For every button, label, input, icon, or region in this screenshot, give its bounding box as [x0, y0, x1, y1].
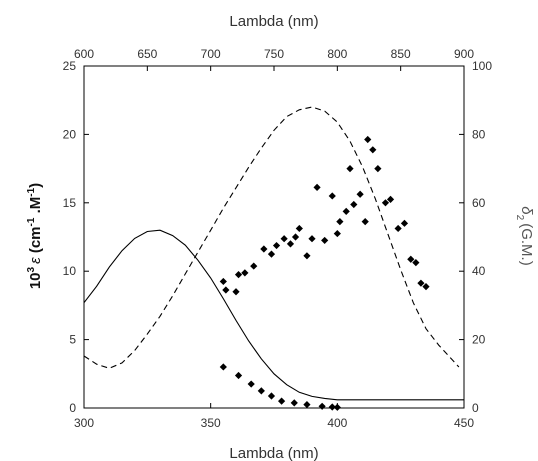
diamond-point — [219, 363, 227, 371]
diamond-point — [250, 262, 258, 270]
diamond-point — [333, 229, 341, 238]
right-axis-ticks: 0 20 40 60 80 100 — [459, 59, 492, 415]
left-axis-title-sup-1: -1 — [26, 217, 37, 226]
diamond-point — [303, 400, 311, 409]
diamond-point — [342, 207, 350, 215]
diamond-point — [232, 288, 240, 296]
diamond-point — [361, 218, 369, 226]
bottom-axis-ticks: 300 350 400 450 — [74, 403, 474, 430]
diamond-point — [364, 135, 372, 144]
right-axis-title-unit: (G.M.) — [518, 223, 535, 266]
right-axis-title-sub: 2 — [514, 215, 525, 221]
top-tick-label: 800 — [327, 47, 347, 61]
diamond-point — [336, 218, 344, 226]
diamond-point — [257, 387, 265, 395]
diamond-point — [346, 165, 354, 173]
right-tick-label: 20 — [472, 333, 486, 347]
plot-frame — [83, 65, 465, 409]
right-tick-label: 40 — [472, 264, 486, 278]
diamond-point — [247, 380, 255, 388]
diamond-point — [280, 235, 288, 243]
diamond-point — [278, 397, 286, 405]
diamond-point — [303, 252, 311, 260]
bottom-tick-label: 400 — [327, 416, 347, 430]
left-axis-title-unit-close: ) — [27, 183, 44, 188]
left-axis-title-unit-open: (cm — [27, 226, 44, 257]
top-tick-label: 900 — [454, 47, 474, 61]
diamond-point — [400, 219, 409, 227]
diamond-point — [386, 195, 395, 203]
left-tick-label: 15 — [63, 196, 77, 210]
diamond-point — [328, 403, 336, 411]
top-tick-label: 750 — [264, 47, 284, 61]
left-axis-title-unit-mid: .M — [27, 197, 44, 218]
diamond-point — [234, 371, 243, 380]
left-axis-title-symbol: ε — [27, 257, 44, 264]
right-axis-title-symbol: δ — [518, 206, 535, 215]
series-layer — [83, 106, 464, 411]
diamond-point — [381, 199, 390, 207]
top-axis-ticks: 600 650 700 750 800 850 900 — [74, 47, 474, 71]
diamond-point — [333, 403, 341, 411]
solid-line-series-0 — [83, 229, 464, 401]
diamond-point — [272, 241, 281, 250]
left-axis-title-sup: 3 — [26, 266, 37, 272]
diamond-point — [318, 402, 326, 410]
diamond-point — [422, 282, 430, 291]
diamond-point — [222, 286, 230, 294]
diamond-point — [350, 200, 358, 209]
diamond-point — [328, 192, 336, 200]
left-tick-label: 10 — [63, 264, 77, 278]
diamond-point — [241, 269, 249, 277]
diamond-point — [234, 271, 243, 279]
diamond-point — [290, 399, 298, 407]
diamond-point — [291, 233, 300, 241]
top-tick-label: 850 — [391, 47, 411, 61]
diamond-point — [313, 183, 321, 192]
right-tick-label: 80 — [472, 127, 486, 141]
left-axis-title: 103ε (cm-1 .M-1) — [26, 183, 44, 289]
diamond-point — [417, 279, 425, 287]
diamond-point — [356, 190, 364, 198]
left-tick-label: 25 — [63, 59, 77, 73]
left-tick-label: 20 — [63, 127, 77, 141]
right-tick-label: 0 — [472, 401, 479, 415]
diamond-point — [308, 235, 316, 243]
diamond-point — [260, 245, 268, 253]
right-axis-title: δ2 (G.M.) — [514, 206, 535, 265]
diamond-point — [219, 277, 227, 286]
diamond-point — [369, 146, 377, 154]
left-tick-label: 0 — [69, 401, 76, 415]
bottom-tick-label: 350 — [201, 416, 221, 430]
dashed-line-series-1 — [83, 106, 460, 369]
diamond-point — [412, 259, 420, 267]
diamond-point — [286, 240, 295, 248]
right-tick-label: 60 — [472, 196, 486, 210]
diamond-point — [321, 236, 329, 245]
left-axis-title-sup-2: -1 — [26, 187, 37, 196]
top-tick-label: 700 — [201, 47, 221, 61]
top-tick-label: 650 — [137, 47, 157, 61]
top-tick-label: 600 — [74, 47, 94, 61]
diamond-point — [267, 250, 276, 258]
bottom-axis-title: Lambda (nm) — [229, 445, 318, 461]
left-axis-title-prefix: 10 — [27, 272, 44, 289]
diamond-point — [295, 224, 303, 233]
bottom-tick-label: 300 — [74, 416, 94, 430]
left-tick-label: 5 — [69, 333, 76, 347]
left-axis-ticks: 0 5 10 15 20 25 — [63, 59, 89, 415]
top-axis-title: Lambda (nm) — [229, 13, 318, 30]
diamond-point — [267, 392, 276, 400]
diamond-point — [394, 224, 402, 233]
diamond-point — [374, 165, 382, 173]
diamond-point — [407, 255, 415, 263]
bottom-tick-label: 450 — [454, 416, 474, 430]
right-tick-label: 100 — [472, 59, 492, 73]
